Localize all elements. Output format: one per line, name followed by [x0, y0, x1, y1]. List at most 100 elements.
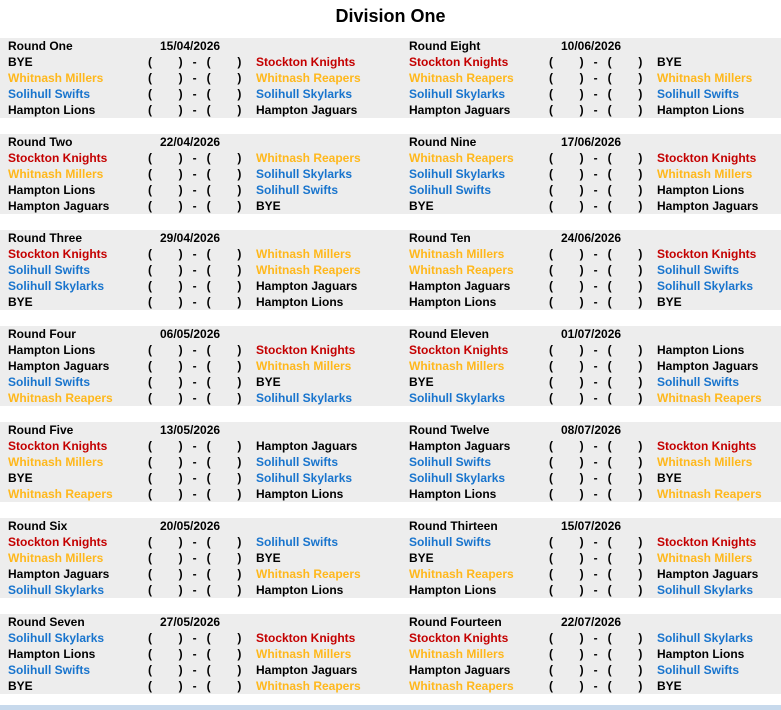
fixture-row: Hampton Lions ( ) - ( ) Stockton Knights: [8, 342, 390, 358]
score-placeholder: ( ) - ( ): [148, 263, 242, 277]
score-placeholder: ( ) - ( ): [148, 391, 242, 405]
fixture-row: Whitnash Reapers ( ) - ( ) Solihull Swifts: [409, 262, 781, 278]
home-team: Whitnash Reapers: [409, 567, 514, 581]
round-date: 15/07/2026: [561, 519, 622, 533]
home-team: Solihull Skylarks: [409, 87, 506, 101]
away-team: Hampton Lions: [657, 183, 745, 197]
fixture-row: Solihull Skylarks ( ) - ( ) Solihull Swift…: [409, 86, 781, 102]
score-placeholder: ( ) - ( ): [148, 55, 242, 69]
round-band: Round One 15/04/2026 BYE( ) - ( ) Stockton …: [0, 38, 781, 118]
score-placeholder: ( ) - ( ): [549, 87, 643, 101]
away-team: Hampton Jaguars: [256, 663, 358, 677]
away-team: Solihull Swifts: [256, 455, 339, 469]
score-placeholder: ( ) - ( ): [148, 535, 242, 549]
score-placeholder: ( ) - ( ): [549, 391, 643, 405]
score-placeholder: ( ) - ( ): [148, 167, 242, 181]
score-placeholder: ( ) - ( ): [549, 551, 643, 565]
score-placeholder: ( ) - ( ): [549, 183, 643, 197]
score-placeholder: ( ) - ( ): [549, 647, 643, 661]
score-placeholder: ( ) - ( ): [549, 167, 643, 181]
fixture-row: Hampton Jaguars ( ) - ( ) Stockton Knights: [409, 438, 781, 454]
home-team: Stockton Knights: [409, 343, 509, 357]
away-team: Hampton Jaguars: [657, 199, 759, 213]
away-team: Hampton Jaguars: [657, 359, 759, 373]
fixture-row: Whitnash Reapers ( ) - ( ) Hampton Jaguars: [409, 566, 781, 582]
fixture-row: Solihull Swifts ( ) - ( ) Whitnash Reapers: [8, 262, 390, 278]
score-placeholder: ( ) - ( ): [148, 359, 242, 373]
home-team: Solihull Skylarks: [409, 471, 506, 485]
score-placeholder: ( ) - ( ): [549, 583, 643, 597]
fixture-row: Solihull Swifts ( ) - ( ) Stockton Knights: [409, 534, 781, 550]
score-placeholder: ( ) - ( ): [549, 151, 643, 165]
round-name: Round Two: [8, 135, 73, 149]
score-placeholder: ( ) - ( ): [549, 279, 643, 293]
fixtures-list: Round One 15/04/2026 BYE( ) - ( ) Stockton …: [0, 38, 781, 694]
round-band: Round Six 20/05/2026 Stockton Knights ( ) -…: [0, 518, 781, 598]
score-placeholder: ( ) - ( ): [148, 439, 242, 453]
score-placeholder: ( ) - ( ): [549, 263, 643, 277]
away-team: Solihull Skylarks: [256, 167, 353, 181]
round-block-round-thirteen: Round Thirteen 15/07/2026 Solihull Swifts (…: [390, 518, 781, 598]
home-team: Whitnash Millers: [8, 71, 104, 85]
score-placeholder: ( ) - ( ): [549, 359, 643, 373]
home-team: Whitnash Millers: [409, 247, 505, 261]
away-team: Solihull Skylarks: [256, 87, 353, 101]
home-team: Stockton Knights: [8, 247, 108, 261]
away-team: Stockton Knights: [657, 151, 757, 165]
home-team: Hampton Jaguars: [8, 199, 110, 213]
score-placeholder: ( ) - ( ): [148, 183, 242, 197]
round-name: Round One: [8, 39, 73, 53]
round-name: Round Three: [8, 231, 82, 245]
home-team: Whitnash Reapers: [8, 391, 113, 405]
home-team: Whitnash Reapers: [409, 71, 514, 85]
home-team: Hampton Jaguars: [8, 359, 110, 373]
round-block-round-eight: Round Eight 10/06/2026 Stockton Knights ( )…: [390, 38, 781, 118]
away-team: Solihull Swifts: [657, 87, 740, 101]
away-team: Hampton Jaguars: [256, 279, 358, 293]
fixture-row: BYE ( ) - ( ) Solihull Skylarks: [8, 470, 390, 486]
away-team: Hampton Lions: [256, 583, 344, 597]
fixture-row: Stockton Knights ( ) - ( ) Hampton Jaguars: [8, 438, 390, 454]
home-team: Stockton Knights: [8, 151, 108, 165]
away-team: BYE: [657, 55, 682, 69]
away-team: Whitnash Reapers: [256, 71, 361, 85]
home-team: Whitnash Reapers: [409, 263, 514, 277]
home-team: Solihull Swifts: [8, 663, 91, 677]
home-team: Hampton Lions: [8, 103, 96, 117]
away-team: BYE: [256, 199, 281, 213]
home-team: Hampton Lions: [8, 183, 96, 197]
home-team: Solihull Skylarks: [409, 391, 506, 405]
score-placeholder: ( ) - ( ): [549, 567, 643, 581]
fixture-row: Hampton Lions ( ) - ( ) Solihull Swifts: [8, 182, 390, 198]
round-date: 29/04/2026: [160, 231, 221, 245]
home-team: Whitnash Reapers: [8, 487, 113, 501]
score-placeholder: ( ) - ( ): [148, 487, 242, 501]
round-header: Round Ten 24/06/2026: [409, 230, 781, 246]
round-header: Round Five 13/05/2026: [8, 422, 390, 438]
score-placeholder: ( ) - ( ): [549, 375, 643, 389]
round-header: Round Four 06/05/2026: [8, 326, 390, 342]
home-team: Solihull Skylarks: [8, 583, 105, 597]
away-team: Stockton Knights: [657, 247, 757, 261]
round-header: Round Two 22/04/2026: [8, 134, 390, 150]
home-team: Whitnash Millers: [8, 551, 104, 565]
home-team: Hampton Jaguars: [409, 663, 511, 677]
score-placeholder: ( ) - ( ): [549, 199, 643, 213]
score-placeholder: ( ) - ( ): [148, 375, 242, 389]
score-placeholder: ( ) - ( ): [148, 87, 242, 101]
bottom-scroll-strip: [0, 705, 781, 710]
round-header: Round Eleven 01/07/2026: [409, 326, 781, 342]
home-team: Hampton Lions: [409, 295, 497, 309]
score-placeholder: ( ) - ( ): [549, 103, 643, 117]
round-block-round-twelve: Round Twelve 08/07/2026 Hampton Jaguars ( )…: [390, 422, 781, 502]
home-team: BYE: [409, 199, 434, 213]
round-date: 22/04/2026: [160, 135, 221, 149]
round-band: Round Four 06/05/2026 Hampton Lions ( ) - (…: [0, 326, 781, 406]
round-header: Round Nine 17/06/2026: [409, 134, 781, 150]
round-block-round-three: Round Three 29/04/2026 Stockton Knights ( )…: [0, 230, 390, 310]
home-team: BYE: [8, 55, 33, 69]
away-team: Solihull Swifts: [657, 663, 740, 677]
away-team: Whitnash Millers: [657, 455, 753, 469]
away-team: Solihull Swifts: [256, 183, 339, 197]
score-placeholder: ( ) - ( ): [148, 471, 242, 485]
